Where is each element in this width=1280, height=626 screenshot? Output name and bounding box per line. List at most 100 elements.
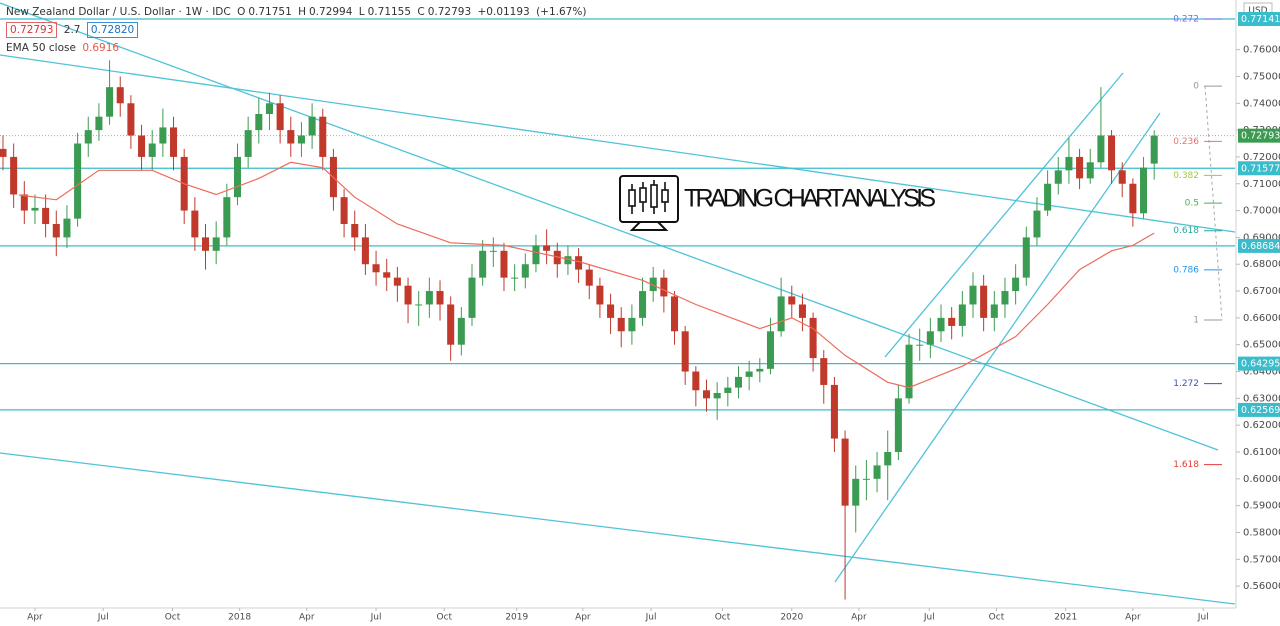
candle-body [692,371,700,391]
ema-label: EMA 50 close [6,42,76,54]
candle-body [564,256,572,265]
logo-candles [628,180,669,214]
x-tick-label: Apr [1125,613,1141,623]
candle-body [170,127,178,157]
legend-header: New Zealand Dollar / U.S. Dollar · 1W · … [6,3,589,57]
candle-body [148,143,156,157]
candle-body [521,264,529,278]
candle-body [1065,156,1073,171]
y-tick-label: 0.76000 [1243,45,1280,56]
symbol: New Zealand Dollar / U.S. Dollar · 1W · … [6,6,231,18]
candle-body [191,210,199,238]
candle-body [809,317,817,359]
x-tick-label: Apr [27,613,43,623]
candle-body [1033,210,1041,238]
x-tick-label: Oct [165,613,181,623]
candle-body [969,285,977,305]
candle-body [852,478,860,506]
candle-body [74,143,82,219]
candle-body [308,116,316,136]
x-tick-label: Oct [989,613,1005,623]
candle-body [138,135,146,157]
candle-body [10,156,18,195]
candle-body [905,344,913,399]
fib-label: 0 [1193,82,1199,92]
candle-body [990,304,998,318]
change: +0.01193 [477,6,530,18]
candle-body [265,103,273,115]
candle-body [862,478,870,480]
candle-body [351,223,359,238]
candle-body [106,87,114,117]
candle-body [63,218,71,238]
x-tick-label: 2021 [1054,613,1077,623]
candle-body [1022,237,1030,278]
candle-body [255,114,263,131]
candle-body [894,398,902,453]
candle-body [1140,167,1148,214]
candle-body [724,387,732,393]
candle-body [404,285,412,305]
quote-row: 0.72793 2.7 0.72820 [6,21,589,39]
candle-body [596,285,604,305]
x-tick-label: 2018 [228,613,251,623]
candle-body [980,285,988,318]
candle-body [830,384,838,439]
price-badge [1238,12,1280,27]
candle-body [713,392,721,399]
candle-body [340,197,348,224]
x-tick-label: Jul [370,613,382,623]
bid[interactable]: 0.72793 [6,22,58,38]
candle-body [223,197,231,238]
trend-lines [0,2,1236,605]
candle-body [873,465,881,479]
candle-body [553,250,561,265]
candle-body [42,207,50,224]
candle-body [447,304,455,345]
candle-body [468,277,476,318]
candle-body [745,371,753,377]
currency: USD [1248,6,1267,16]
candle-body [532,245,540,265]
candle-body [926,331,934,345]
candle-body [617,317,625,332]
candle-body [607,304,615,318]
ohlc-h: 0.72994 [309,6,353,18]
candle-body [372,264,380,273]
x-tick-label: Apr [299,613,315,623]
candle-body [0,148,7,157]
fib-label: 1.618 [1173,460,1199,470]
ohlc-o: 0.71751 [248,6,292,18]
candle-body [297,135,305,144]
ask[interactable]: 0.72820 [86,22,139,38]
candle-body [585,269,593,286]
candle-body [820,358,828,385]
candle-body [1054,170,1062,184]
candle-body [734,376,743,388]
candle-body [958,304,966,326]
price-badge [1238,238,1280,253]
x-tick-label: Jul [923,613,935,623]
candle-body [1097,135,1105,163]
x-tick-label: Jul [1197,613,1209,623]
candle-body [681,331,689,372]
candle-body [628,317,636,332]
price-badge-label: 0.64295 [1241,359,1280,370]
ohlc-l: 0.71155 [367,6,412,18]
ohlc-c: 0.72793 [427,6,472,18]
ohlc-c-label: C [417,6,425,18]
candle-body [798,304,806,318]
candle-body [212,237,220,251]
candle-body [1044,183,1052,211]
candle-body [84,130,92,144]
trend-line [0,54,1236,233]
x-tick-label: 2020 [780,613,803,623]
